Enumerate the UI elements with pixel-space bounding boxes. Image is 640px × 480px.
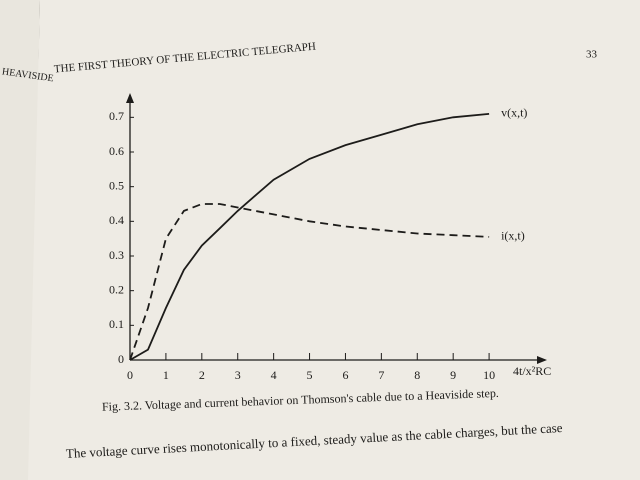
x-tick-label: 5 [307,368,313,382]
page-number: 33 [586,49,598,61]
y-tick-label: 0.5 [109,178,124,192]
x-tick-label: 7 [378,368,384,382]
y-tick-label: 0.1 [109,317,124,331]
x-arrow [537,356,547,364]
x-tick-label: 1 [163,368,169,382]
series-line [129,113,490,361]
y-tick-label: 0.2 [109,282,124,296]
series-label: i(x,t) [501,229,525,243]
x-tick-label: 2 [199,368,205,382]
series-label: v(x,t) [501,106,527,120]
facing-page [0,0,40,480]
y-arrow [126,93,134,103]
series-line [129,203,490,361]
x-tick-label: 0 [127,368,133,382]
y-tick-label: 0.7 [109,109,124,123]
x-axis-label: 4t/x²RC [513,364,551,378]
y-tick-label: 0.4 [109,213,124,227]
x-tick-label: 4 [271,368,277,382]
x-tick-label: 3 [235,368,241,382]
x-tick-label: 6 [342,368,348,382]
x-tick-label: 8 [414,368,420,382]
x-tick-label: 10 [483,368,495,382]
y-tick-label: 0.3 [109,248,124,262]
x-tick-label: 9 [450,368,456,382]
y-tick-label: 0.6 [109,144,124,158]
y-tick-label: 0 [118,352,124,366]
